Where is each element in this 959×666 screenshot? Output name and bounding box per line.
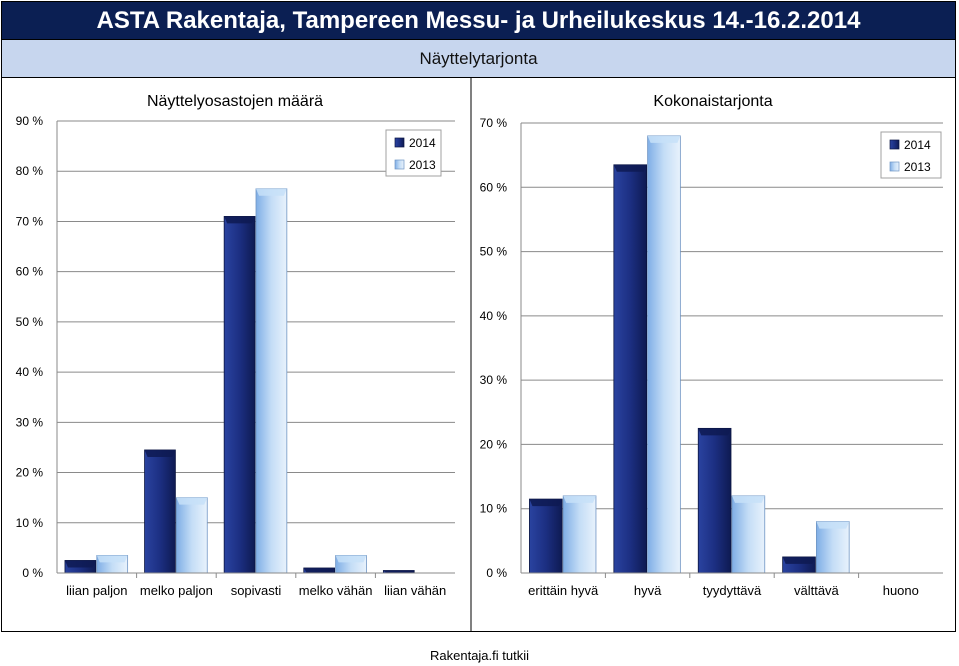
- y-tick-label: 10 %: [16, 516, 44, 530]
- bar-cap: [698, 428, 731, 436]
- chart-title: Näyttelyosastojen määrä: [147, 93, 323, 110]
- bar-cap: [613, 164, 647, 172]
- y-tick-label: 80 %: [16, 164, 44, 178]
- legend-label-2014: 2014: [409, 136, 436, 150]
- chart-title: Kokonaistarjonta: [653, 93, 772, 110]
- x-tick-label: erittäin hyvä: [528, 583, 599, 598]
- legend-swatch-2013: [889, 161, 900, 172]
- y-tick-label: 30 %: [480, 373, 508, 387]
- y-tick-label: 30 %: [16, 415, 44, 429]
- bar-cap: [144, 449, 176, 457]
- bar-2014-sopivasti: [223, 216, 256, 574]
- bar-2013-tyydyttävä: [731, 495, 766, 574]
- y-tick-label: 40 %: [480, 309, 508, 323]
- y-tick-label: 20 %: [16, 466, 44, 480]
- y-tick-label: 40 %: [16, 365, 44, 379]
- bar-cap: [176, 497, 208, 505]
- legend-swatch-2014: [889, 139, 900, 150]
- x-tick-label: tyydyttävä: [703, 583, 762, 598]
- bar-2014-tyydyttävä: [697, 427, 732, 574]
- x-tick-label: melko vähän: [299, 583, 373, 598]
- x-tick-label: huono: [883, 583, 919, 598]
- x-tick-label: sopivasti: [231, 583, 282, 598]
- footer-text: Rakentaja.fi tutkii: [430, 648, 529, 663]
- y-tick-label: 60 %: [480, 180, 508, 194]
- bar-cap: [224, 216, 255, 224]
- bar-2013-erittäin-hyvä: [562, 495, 597, 574]
- x-tick-label: liian vähän: [384, 583, 446, 598]
- bar-cap: [782, 556, 816, 564]
- bar-cap: [335, 555, 367, 563]
- bar-2014-erittäin-hyvä: [529, 498, 563, 574]
- y-tick-label: 0 %: [486, 566, 507, 580]
- bar-cap: [256, 188, 287, 196]
- bar-2014-melko-paljon: [144, 449, 176, 574]
- y-tick-label: 20 %: [480, 437, 508, 451]
- x-tick-label: välttävä: [794, 583, 840, 598]
- bar-cap: [563, 495, 596, 503]
- bar-2013-sopivasti: [255, 188, 288, 574]
- bar-cap: [732, 495, 765, 503]
- bar-2013-hyvä: [647, 135, 681, 574]
- bar-2013-melko-paljon: [175, 497, 208, 574]
- bar-cap: [383, 570, 415, 573]
- x-tick-label: liian paljon: [66, 583, 127, 598]
- bar-cap: [96, 555, 128, 563]
- bar-cap: [529, 499, 563, 507]
- y-tick-label: 70 %: [16, 214, 44, 228]
- y-tick-label: 50 %: [480, 245, 508, 259]
- chart-nayttelyosastojen-maara: Näyttelyosastojen määrä 0 % 10 % 20 % 30 % 40…: [16, 93, 455, 598]
- x-tick-label: melko paljon: [140, 583, 213, 598]
- y-tick-label: 70 %: [480, 116, 508, 130]
- y-tick-label: 10 %: [480, 502, 508, 516]
- y-tick-label: 60 %: [16, 265, 44, 279]
- bar-cap: [816, 521, 850, 529]
- page-title: ASTA Rakentaja, Tampereen Messu- ja Urhe…: [1, 1, 956, 40]
- y-tick-label: 0 %: [22, 566, 43, 580]
- bar-2013-välttävä: [816, 521, 850, 574]
- bar-cap: [64, 560, 96, 568]
- y-tick-label: 50 %: [16, 315, 44, 329]
- x-tick-label: hyvä: [634, 583, 662, 598]
- page-subtitle: Näyttelytarjonta: [1, 40, 956, 78]
- chart-kokonaistarjonta: Kokonaistarjonta 0 % 10 % 20 % 30 % 40 % 50 % 6…: [480, 93, 943, 598]
- y-tick-label: 90 %: [16, 114, 44, 128]
- bar-2014-hyvä: [613, 164, 648, 574]
- legend-label-2014: 2014: [904, 138, 931, 152]
- legend-label-2013: 2013: [904, 160, 931, 174]
- legend-label-2013: 2013: [409, 158, 436, 172]
- bar-cap: [647, 135, 681, 143]
- bar-cap: [303, 567, 335, 573]
- legend-swatch-2014: [394, 137, 405, 148]
- legend-swatch-2013: [394, 159, 405, 170]
